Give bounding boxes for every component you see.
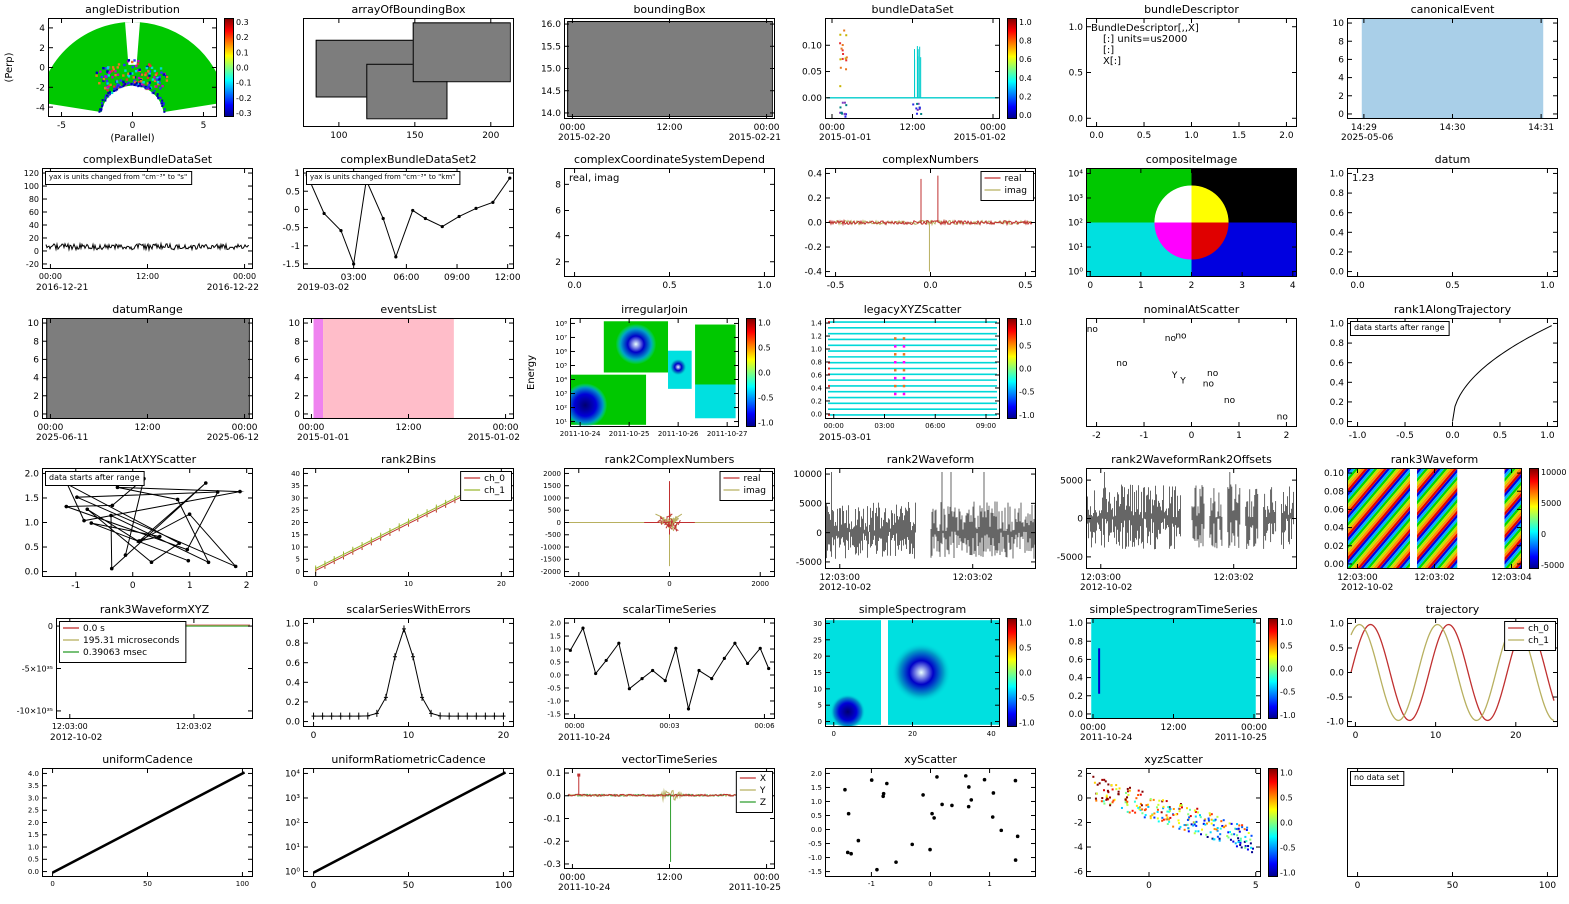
boundingBox-plot-canvas xyxy=(524,2,785,152)
chart-vectorTimeSeries xyxy=(524,752,785,902)
complexBundleDataSet-plot-canvas xyxy=(2,152,263,302)
chart-canonicalEvent xyxy=(1307,2,1568,152)
xyzScatter-plot-canvas xyxy=(1046,752,1307,902)
chart-xyScatter xyxy=(785,752,1046,902)
chart-nominalAtScatter xyxy=(1046,302,1307,452)
trajectory-plot-canvas xyxy=(1307,602,1568,752)
chart-rank2Bins xyxy=(263,452,524,602)
chart-rank1AtXYScatter xyxy=(2,452,263,602)
complexCoordinateSystemDepend-plot-canvas xyxy=(524,152,785,302)
uniformRatiometricCadence-plot-canvas xyxy=(263,752,524,902)
bundleDataSet-plot-canvas xyxy=(785,2,1046,152)
chart-scalarSeriesWithErrors xyxy=(263,602,524,752)
chart-uniformRatiometricCadence xyxy=(263,752,524,902)
legacyXYZScatter-plot-canvas xyxy=(785,302,1046,452)
rank1AtXYScatter-plot-canvas xyxy=(2,452,263,602)
chart-bundleDataSet xyxy=(785,2,1046,152)
chart-scalarTimeSeries xyxy=(524,602,785,752)
chart-simpleSpectrogram xyxy=(785,602,1046,752)
chart-xyzScatter xyxy=(1046,752,1307,902)
bundleDescriptor-plot-canvas xyxy=(1046,2,1307,152)
simpleSpectrogramTimeSeries-plot-canvas xyxy=(1046,602,1307,752)
chart-rank3WaveformXYZ xyxy=(2,602,263,752)
chart-bundleDescriptor xyxy=(1046,2,1307,152)
chart-complexBundleDataSet2 xyxy=(263,152,524,302)
empty-plot-canvas xyxy=(1307,752,1568,902)
chart-compositeImage xyxy=(1046,152,1307,302)
chart-uniformCadence xyxy=(2,752,263,902)
complexNumbers-plot-canvas xyxy=(785,152,1046,302)
chart-rank3Waveform xyxy=(1307,452,1568,602)
chart-simpleSpectrogramTimeSeries xyxy=(1046,602,1307,752)
chart-rank2Waveform xyxy=(785,452,1046,602)
uniformCadence-plot-canvas xyxy=(2,752,263,902)
chart-boundingBox xyxy=(524,2,785,152)
rank2WaveformRank2Offsets-plot-canvas xyxy=(1046,452,1307,602)
chart-datum xyxy=(1307,152,1568,302)
chart-empty xyxy=(1307,752,1568,902)
angleDistribution-plot-canvas xyxy=(2,2,263,152)
rank2Waveform-plot-canvas xyxy=(785,452,1046,602)
rank3Waveform-plot-canvas xyxy=(1307,452,1568,602)
xyScatter-plot-canvas xyxy=(785,752,1046,902)
datumRange-plot-canvas xyxy=(2,302,263,452)
nominalAtScatter-plot-canvas xyxy=(1046,302,1307,452)
simpleSpectrogram-plot-canvas xyxy=(785,602,1046,752)
compositeImage-plot-canvas xyxy=(1046,152,1307,302)
rank1AlongTrajectory-plot-canvas xyxy=(1307,302,1568,452)
chart-rank2ComplexNumbers xyxy=(524,452,785,602)
complexBundleDataSet2-plot-canvas xyxy=(263,152,524,302)
chart-complexBundleDataSet xyxy=(2,152,263,302)
arrayOfBoundingBox-plot-canvas xyxy=(263,2,524,152)
chart-angleDistribution xyxy=(2,2,263,152)
scalarSeriesWithErrors-plot-canvas xyxy=(263,602,524,752)
chart-complexNumbers xyxy=(785,152,1046,302)
canonicalEvent-plot-canvas xyxy=(1307,2,1568,152)
chart-rank1AlongTrajectory xyxy=(1307,302,1568,452)
eventsList-plot-canvas xyxy=(263,302,524,452)
rank2ComplexNumbers-plot-canvas xyxy=(524,452,785,602)
chart-rank2WaveformRank2Offsets xyxy=(1046,452,1307,602)
rank3WaveformXYZ-plot-canvas xyxy=(2,602,263,752)
vectorTimeSeries-plot-canvas xyxy=(524,752,785,902)
chart-trajectory xyxy=(1307,602,1568,752)
chart-complexCoordinateSystemDepend xyxy=(524,152,785,302)
rank2Bins-plot-canvas xyxy=(263,452,524,602)
scalarTimeSeries-plot-canvas xyxy=(524,602,785,752)
datum-plot-canvas xyxy=(1307,152,1568,302)
chart-arrayOfBoundingBox xyxy=(263,2,524,152)
irregularJoin-plot-canvas xyxy=(524,302,785,452)
chart-legacyXYZScatter xyxy=(785,302,1046,452)
chart-eventsList xyxy=(263,302,524,452)
chart-datumRange xyxy=(2,302,263,452)
chart-irregularJoin xyxy=(524,302,785,452)
